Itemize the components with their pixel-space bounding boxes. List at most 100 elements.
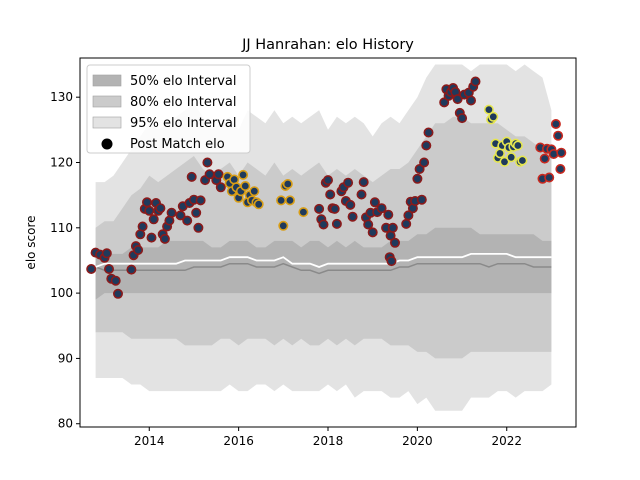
y-tick-label: 90 [58,351,73,365]
legend-label: 50% elo Interval [130,74,237,89]
post-match-point [137,221,148,232]
post-match-point [414,164,425,175]
mean-line [95,253,552,268]
post-match-point [126,264,137,275]
post-match-point [146,232,157,243]
post-match-point [148,214,159,225]
post-match-point [113,288,124,299]
x-tick-label: 2016 [223,434,254,448]
post-match-point [298,207,309,218]
post-match-point [499,156,510,167]
post-match-point [101,248,112,259]
post-match-point [86,263,97,274]
match-series-0 [86,157,226,299]
post-match-point [488,111,499,122]
y-tick-label: 100 [50,286,73,300]
post-match-point [470,76,481,87]
post-match-point [195,195,206,206]
post-match-point [403,210,414,221]
post-match-point [278,220,289,231]
post-match-point [345,199,356,210]
post-match-point [331,218,342,229]
post-match-point [421,140,432,151]
post-match-point [202,157,213,168]
post-match-point [389,237,400,248]
post-match-point [457,113,468,124]
post-match-point [329,203,340,214]
y-tick-label: 130 [50,90,73,104]
post-match-point [186,171,197,182]
post-match-point [356,189,367,200]
post-match-point [412,173,423,184]
post-match-point [383,209,394,220]
post-match-point [142,197,153,208]
post-match-point [318,219,329,230]
post-match-point [387,222,398,233]
match-series-5 [535,119,567,184]
band-50 [95,227,552,300]
match-series-4 [483,104,528,167]
legend: 50% elo Interval 80% elo Interval 95% elo … [86,64,251,154]
x-tick-label: 2014 [134,434,165,448]
post-match-point [191,207,202,218]
post-match-point [155,203,166,214]
post-match-point [555,164,566,175]
y-tick-label: 110 [50,221,73,235]
post-match-point [240,181,251,192]
post-match-point [213,169,224,180]
post-match-point [238,169,249,180]
post-match-point [322,175,333,186]
match-series-1 [222,169,264,210]
legend-box [86,64,251,154]
post-match-point [193,222,204,233]
post-match-point [159,233,170,244]
post-match-point [325,189,336,200]
post-match-point [506,152,517,163]
median-line [95,262,552,275]
post-match-point [104,263,115,274]
post-match-point [517,155,528,166]
legend-swatch [92,116,122,129]
post-match-point [401,218,412,229]
y-axis-label: elo score [24,215,38,269]
post-match-point [556,147,567,158]
post-match-point [512,140,523,151]
chart-title: JJ Hanrahan: elo History [241,37,414,53]
post-match-point [284,195,295,206]
post-match-point [367,227,378,238]
legend-label: Post Match elo [130,137,225,152]
post-match-point [215,182,226,193]
post-match-point [416,194,427,205]
post-match-point [110,275,121,286]
post-match-point [249,186,260,197]
y-tick-label: 120 [50,155,73,169]
x-tick-label: 2022 [491,434,522,448]
legend-marker [101,138,113,150]
post-match-point [494,148,505,159]
match-series-3 [314,76,481,267]
post-match-point [133,245,144,256]
post-match-point [314,203,325,214]
post-match-point [343,177,354,188]
post-match-point [182,215,193,226]
post-match-point [465,95,476,106]
post-match-point [553,130,564,141]
post-match-point [423,127,434,138]
axes: 2014 2016 2018 2020 2022 80 90 100 110 120 130 [50,57,577,448]
legend-swatch [92,74,122,87]
post-match-point [363,219,374,230]
legend-swatch [92,95,122,108]
post-match-point [347,211,358,222]
post-match-point [544,172,555,183]
legend-label: 95% elo Interval [130,116,237,131]
match-series-2 [276,179,309,231]
post-match-point [282,179,293,190]
post-match-point [419,157,430,168]
post-match-point [166,207,177,218]
post-match-point [386,256,397,267]
post-match-point [550,119,561,130]
post-match-point [276,195,287,206]
post-match-point [369,197,380,208]
legend-label: 80% elo Interval [130,95,237,110]
